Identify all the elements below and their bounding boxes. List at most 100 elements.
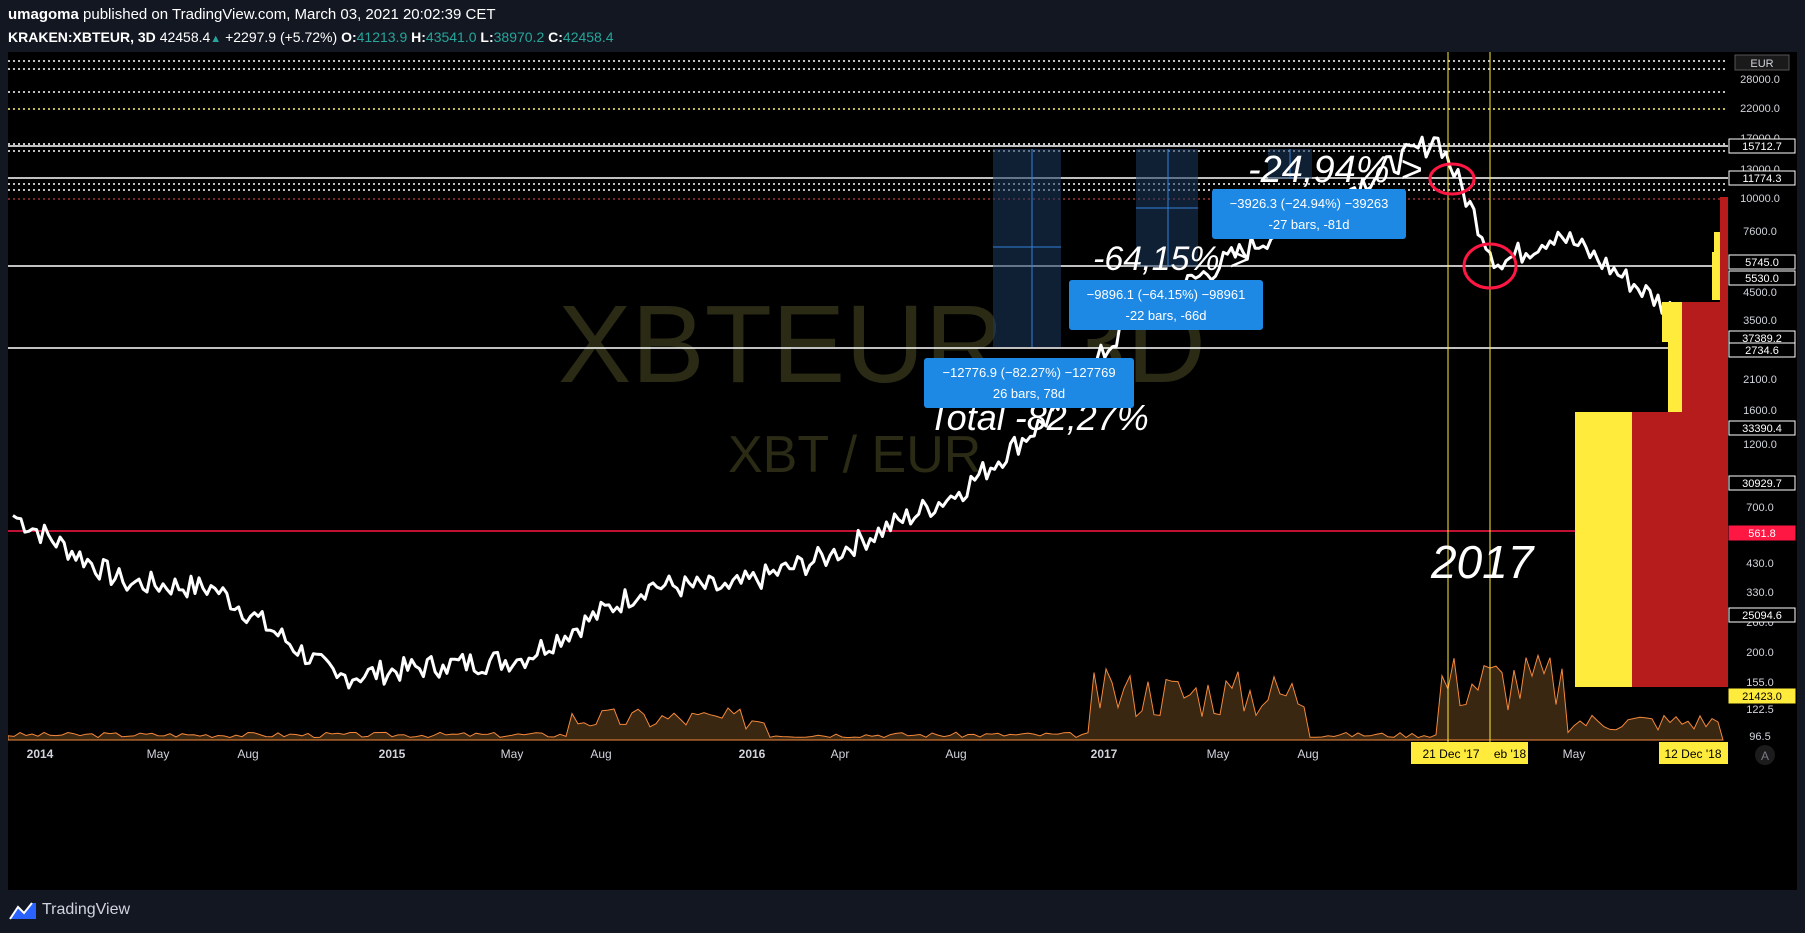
auto-scale-icon: A — [1761, 749, 1769, 763]
price-label: 30929.7 — [1728, 475, 1796, 491]
price-tick: 700.0 — [1746, 502, 1774, 514]
time-tick: 2015 — [379, 747, 406, 761]
tradingview-logo-icon[interactable] — [8, 899, 38, 921]
price-tick: 22000.0 — [1740, 103, 1780, 115]
time-highlights: 21 Dec '17 eb '18 12 Dec '18 — [1411, 742, 1728, 764]
price-tick: 96.5 — [1749, 731, 1770, 743]
chart-area[interactable]: XBTEUR, 3D XBT / EUR — [7, 52, 1797, 890]
publish-info: published on TradingView.com, March 03, … — [83, 6, 496, 23]
last-price: 42458.4 — [159, 29, 211, 45]
price-label: 11774.3 — [1728, 170, 1796, 186]
close-value: 42458.4 — [562, 29, 614, 45]
time-tick: May — [1207, 747, 1230, 761]
author-name[interactable]: umagoma — [8, 6, 79, 23]
price-label: 21423.0 — [1728, 688, 1796, 704]
measure-box-1-line1: −3926.3 (−24.94%) −39263 — [1230, 196, 1389, 211]
time-tick: May — [501, 747, 524, 761]
price-label: 33390.4 — [1728, 420, 1796, 436]
close-label: C: — [548, 29, 563, 45]
price-tick: 122.5 — [1746, 704, 1774, 716]
price-label-text: 5745.0 — [1745, 257, 1779, 269]
high-value: 43541.0 — [425, 29, 477, 45]
time-highlight-dec17: 21 Dec '17 — [1423, 747, 1480, 761]
time-tick: Aug — [1297, 747, 1318, 761]
price-label: 15712.7 — [1728, 138, 1796, 154]
volume-profile — [1575, 197, 1728, 687]
time-tick: 2017 — [1091, 747, 1118, 761]
measure-box-1-line2: -27 bars, -81d — [1269, 217, 1350, 232]
time-tick: May — [147, 747, 170, 761]
footer: TradingView — [0, 890, 1805, 933]
tradingview-brand[interactable]: TradingView — [42, 901, 131, 918]
symbol-label: KRAKEN:XBTEUR, 3D — [8, 29, 156, 45]
price-change: +2297.9 (+5.72%) — [225, 29, 338, 45]
price-tick: 2100.0 — [1743, 374, 1777, 386]
measure-box-2-line1: −9896.1 (−64.15%) −98961 — [1087, 287, 1246, 302]
measure-box-3-line1: −12776.9 (−82.27%) −127769 — [942, 365, 1115, 380]
publish-line: umagoma published on TradingView.com, Ma… — [8, 6, 496, 23]
auto-scale-button[interactable] — [1755, 745, 1775, 765]
bottom-circle — [1462, 242, 1518, 290]
open-label: O: — [341, 29, 357, 45]
price-label: 37389.2 — [1728, 330, 1796, 346]
dotted-levels — [8, 60, 1728, 200]
volume-series — [7, 653, 1724, 741]
price-tick: 155.0 — [1746, 677, 1774, 689]
watermark-pair: XBT / EUR — [728, 426, 981, 484]
high-label: H: — [411, 29, 426, 45]
time-tick: Aug — [945, 747, 966, 761]
volume-area — [7, 653, 1724, 741]
solid-levels — [8, 145, 1728, 532]
price-label-text: 33390.4 — [1742, 423, 1782, 435]
price-tick: 430.0 — [1746, 558, 1774, 570]
time-tick: Apr — [831, 747, 850, 761]
price-chart[interactable]: XBTEUR, 3D XBT / EUR — [7, 52, 1797, 890]
measure-box-1[interactable]: −3926.3 (−24.94%) −39263 -27 bars, -81d — [1212, 189, 1406, 239]
price-label-text: 15712.7 — [1742, 141, 1782, 153]
low-label: L: — [480, 29, 494, 45]
annotation-pct1: -24,94% > — [1248, 149, 1422, 191]
price-label-text: 11774.3 — [1743, 173, 1782, 185]
price-label-text: 561.8 — [1748, 528, 1776, 540]
price-axis[interactable]: EUR 28000.022000.017000.013000.010000.07… — [1728, 52, 1797, 890]
price-label: 25094.6 — [1728, 607, 1796, 623]
price-tick: 7600.0 — [1743, 226, 1777, 238]
price-label-text: 37389.2 — [1742, 333, 1782, 345]
time-tick: May — [1563, 747, 1586, 761]
price-tick: 28000.0 — [1740, 74, 1780, 86]
ohlc-line: KRAKEN:XBTEUR, 3D 42458.4▲ +2297.9 (+5.7… — [8, 29, 614, 45]
price-label-text: 2734.6 — [1745, 345, 1779, 357]
price-label: 2734.6 — [1728, 342, 1796, 358]
price-label: 5745.0 — [1728, 254, 1796, 270]
price-tick: 1600.0 — [1743, 405, 1777, 417]
price-label-text: 21423.0 — [1742, 691, 1782, 703]
measure-box-3-line2: 26 bars, 78d — [993, 386, 1065, 401]
annotation-year: 2017 — [1430, 536, 1535, 588]
time-tick: Aug — [237, 747, 258, 761]
price-tick: 1200.0 — [1743, 439, 1777, 451]
measure-regions — [993, 149, 1312, 347]
price-label-text: 30929.7 — [1742, 478, 1782, 490]
measure-box-2-line2: -22 bars, -66d — [1126, 308, 1207, 323]
currency-label: EUR — [1750, 58, 1773, 70]
measure-box-2[interactable]: −9896.1 (−64.15%) −98961 -22 bars, -66d — [1069, 280, 1263, 330]
price-tick: 3500.0 — [1743, 315, 1777, 327]
price-label: 5530.0 — [1728, 270, 1796, 286]
price-tick: 4500.0 — [1743, 287, 1777, 299]
price-label: 561.8 — [1728, 525, 1796, 541]
time-highlight-dec18: 12 Dec '18 — [1665, 747, 1722, 761]
time-highlight-feb18: eb '18 — [1494, 747, 1527, 761]
time-tick: Aug — [590, 747, 611, 761]
low-value: 38970.2 — [493, 29, 545, 45]
price-label-text: 5530.0 — [1745, 273, 1779, 285]
price-tick: 10000.0 — [1740, 193, 1780, 205]
measure-box-3[interactable]: −12776.9 (−82.27%) −127769 26 bars, 78d — [924, 358, 1134, 408]
price-line — [12, 135, 1720, 690]
up-arrow-icon: ▲ — [210, 33, 222, 45]
peak-circle — [1428, 162, 1476, 196]
time-tick: 2016 — [739, 747, 766, 761]
price-tick: 200.0 — [1746, 647, 1774, 659]
annotation-pct2: -64,15% > — [1093, 240, 1249, 278]
open-value: 41213.9 — [356, 29, 408, 45]
time-tick: 2014 — [27, 747, 54, 761]
